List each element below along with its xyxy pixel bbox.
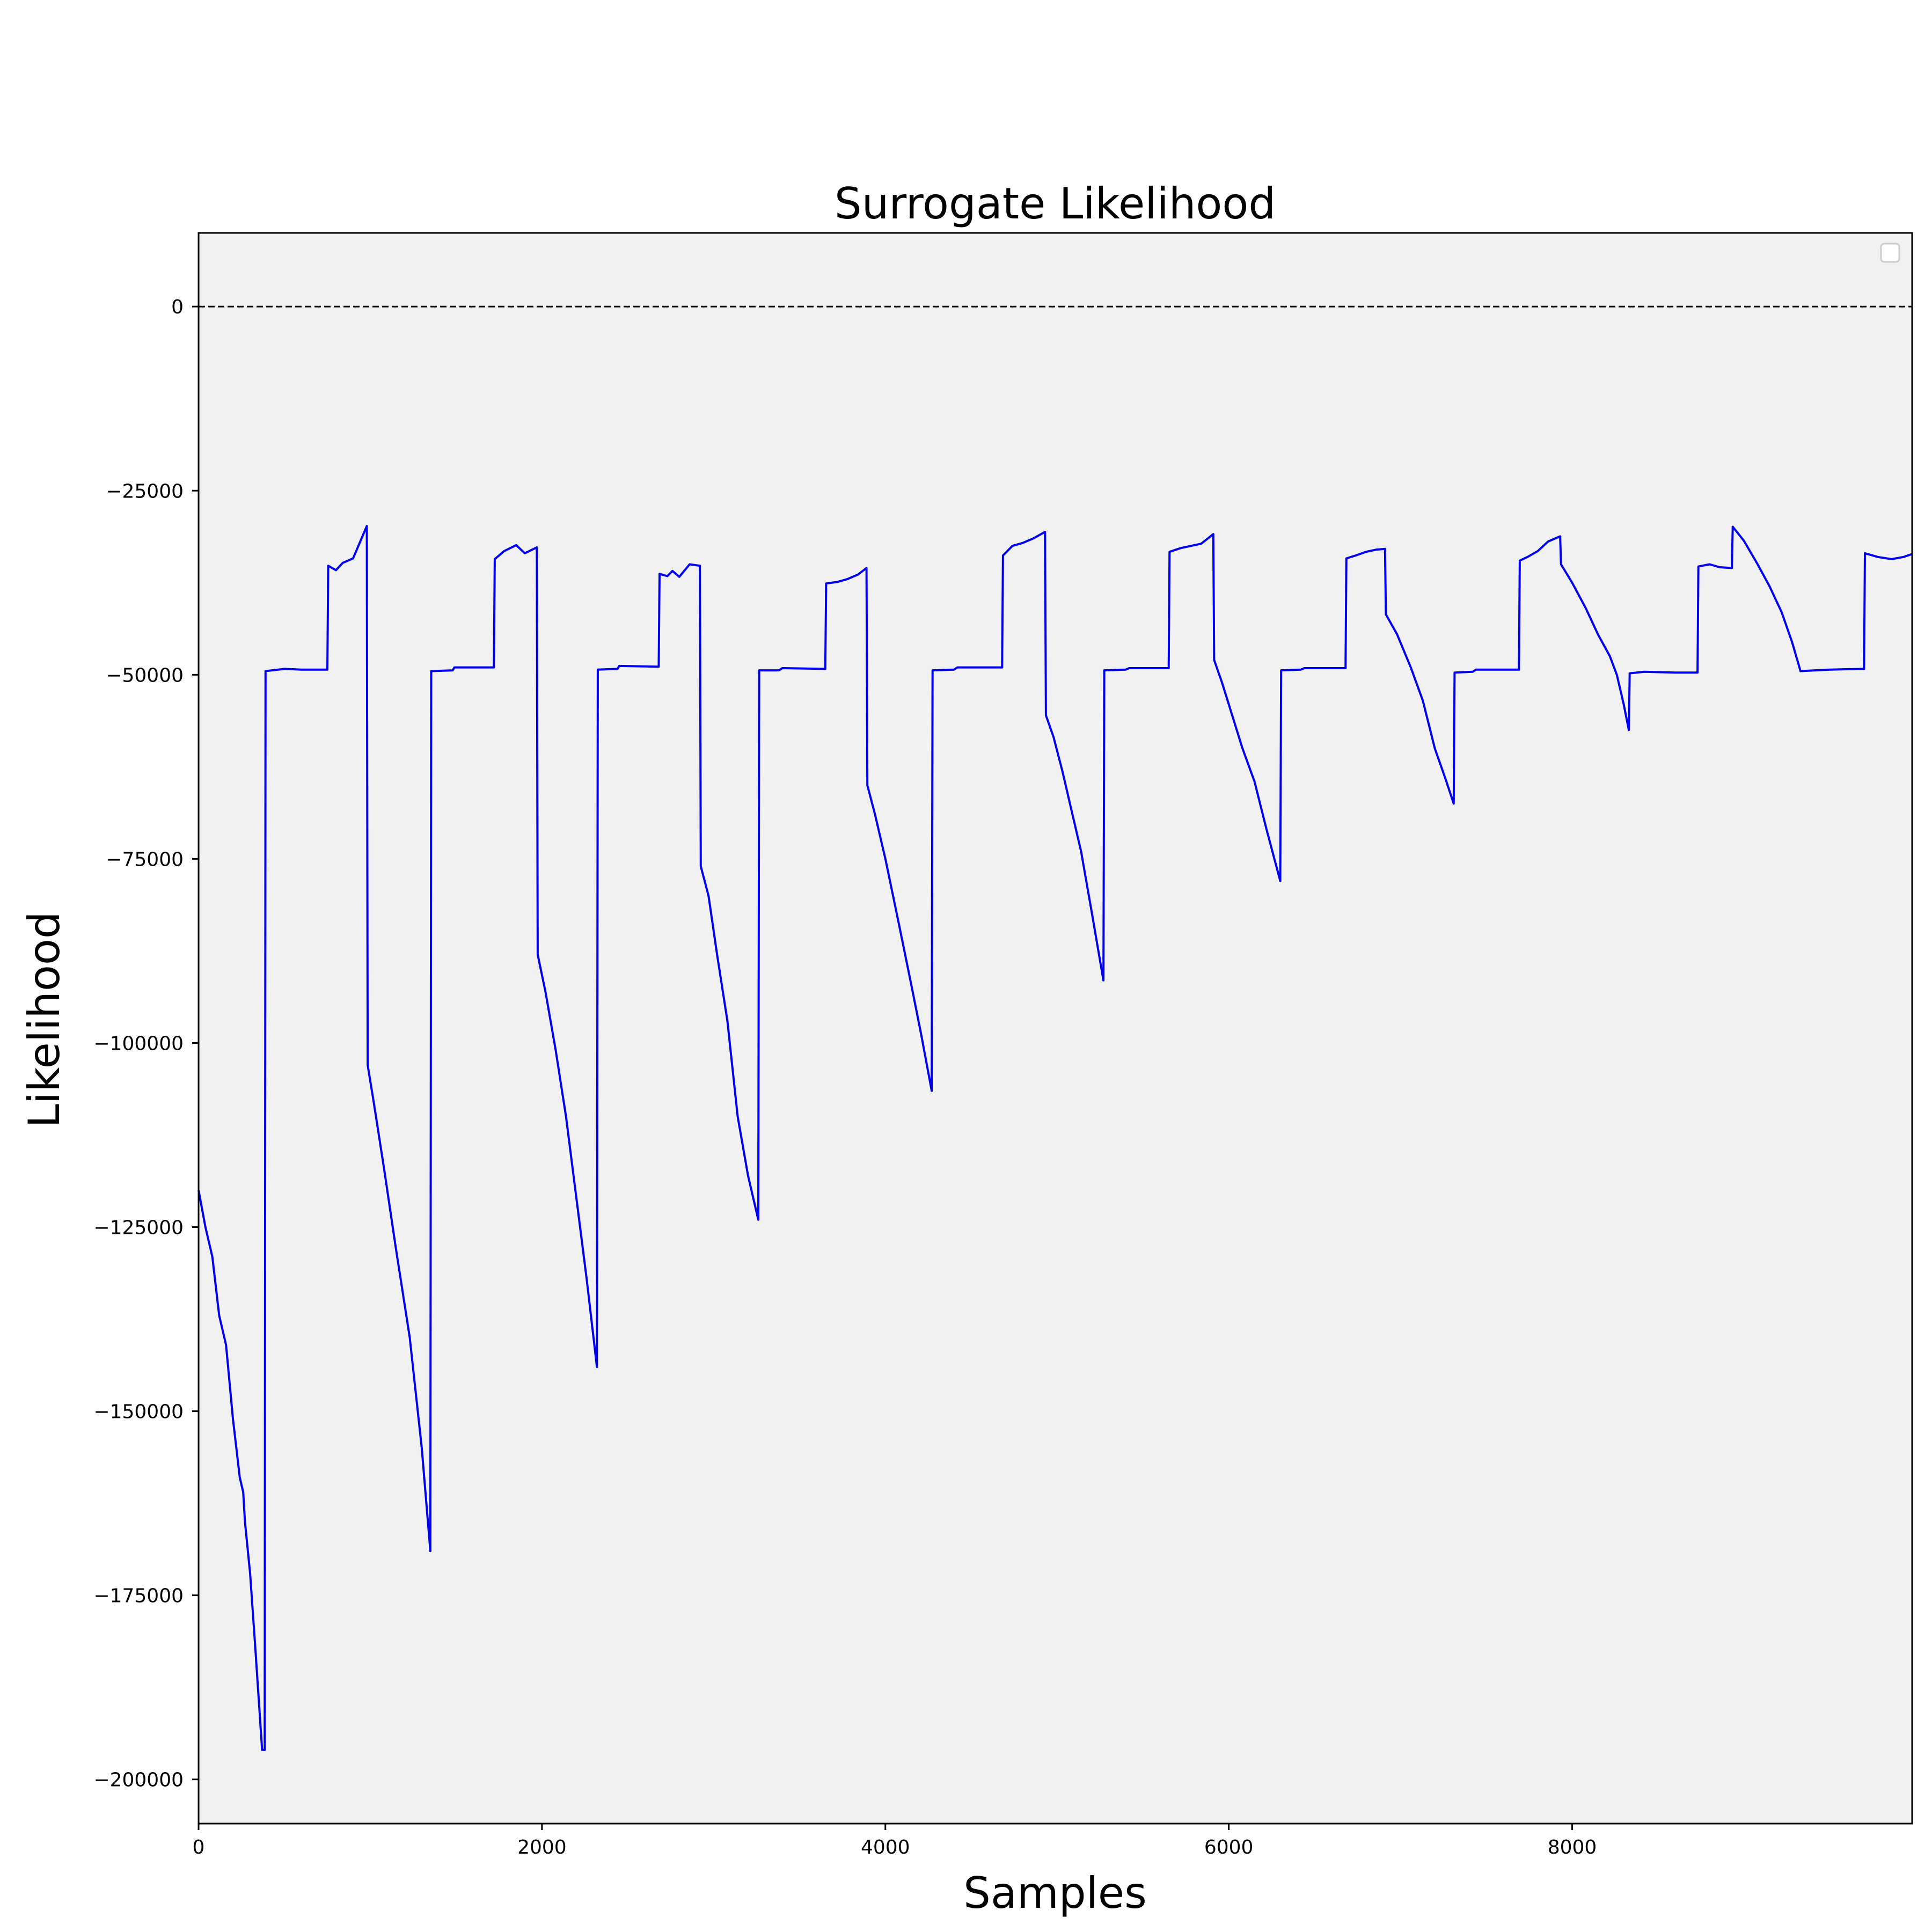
y-tick-label: −150000 — [93, 1401, 184, 1423]
legend-box — [1880, 243, 1900, 263]
x-tick-label: 2000 — [517, 1836, 567, 1858]
x-tick-label: 6000 — [1204, 1836, 1254, 1858]
x-tick-label: 0 — [193, 1836, 205, 1858]
y-tick-label: −25000 — [106, 480, 184, 502]
y-tick-label: −50000 — [106, 664, 184, 686]
y-tick-label: 0 — [171, 296, 184, 318]
y-tick-label: −100000 — [93, 1033, 184, 1055]
series-layer — [197, 525, 1913, 1751]
y-tick-label: −125000 — [93, 1217, 184, 1239]
x-axis-label: Samples — [963, 1868, 1147, 1918]
x-tick-label: 4000 — [861, 1836, 910, 1858]
x-tick-label: 8000 — [1548, 1836, 1597, 1858]
y-axis-label: Likelihood — [19, 911, 69, 1128]
x-axis-ticks: 0 2000 4000 6000 8000 — [193, 1824, 1597, 1858]
y-axis-ticks: 0 −25000 −50000 −75000 −100000 −125000 −150000… — [93, 296, 199, 1791]
chart-title: Surrogate Likelihood — [835, 179, 1276, 229]
y-tick-label: −175000 — [93, 1585, 184, 1607]
series-line — [197, 525, 1913, 1751]
y-tick-label: −200000 — [93, 1769, 184, 1791]
plot-frame — [197, 232, 1913, 1825]
plot-area — [199, 233, 1912, 1824]
y-tick-label: −75000 — [106, 848, 184, 870]
